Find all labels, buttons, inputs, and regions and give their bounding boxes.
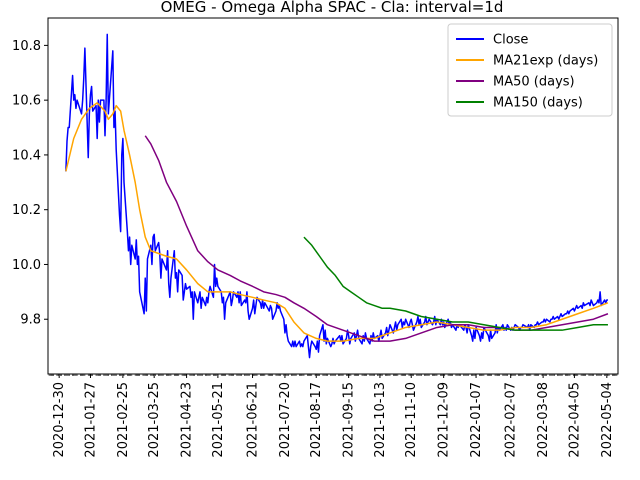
x-tick-label: 2021-06-21 — [246, 382, 261, 458]
plot-area — [65, 33, 609, 359]
y-tick-label: 10.8 — [12, 39, 41, 54]
y-tick-label: 10.6 — [12, 94, 41, 109]
x-tick-label: 2021-05-21 — [211, 382, 226, 458]
legend: Close MA21exp (days) MA50 (days) MA150 (day… — [447, 23, 613, 117]
x-minor-ticks — [48, 374, 618, 376]
series-line-3 — [303, 236, 608, 331]
x-tick-label: 2021-12-09 — [437, 382, 452, 458]
x-tick-label: 2021-09-15 — [342, 382, 357, 458]
y-tick-label: 10.4 — [12, 148, 41, 163]
x-tick-label: 2021-07-20 — [278, 382, 293, 458]
x-tick-label: 2022-05-04 — [600, 382, 615, 458]
x-tick-label: 2022-03-08 — [536, 382, 551, 458]
chart-title: OMEG - Omega Alpha SPAC - Cla: interval=… — [161, 0, 504, 16]
axes: 2020-12-30 2021-01-27 2021-02-25 2021-03-25… — [12, 17, 619, 458]
legend-label-2: MA50 (days) — [493, 75, 575, 90]
x-tick-label: 2021-08-17 — [309, 382, 324, 458]
legend-label-0: Close — [493, 33, 528, 48]
x-tick-label: 2021-10-13 — [373, 382, 388, 458]
x-tick-label: 2021-03-25 — [147, 382, 162, 458]
y-tick-label: 10.2 — [12, 203, 41, 218]
y-tick-label: 9.8 — [20, 313, 41, 328]
y-tick-label: 10.0 — [12, 258, 41, 273]
x-tick-label: 2022-04-05 — [567, 382, 582, 458]
x-tick-label: 2021-11-10 — [404, 382, 419, 458]
x-tick-label: 2021-04-23 — [180, 382, 195, 458]
x-tick-label: 2022-02-07 — [504, 382, 519, 458]
x-tick-label: 2022-01-07 — [469, 382, 484, 458]
series-layer — [65, 33, 609, 359]
x-tick-label: 2021-01-27 — [83, 382, 98, 458]
series-line-1 — [65, 102, 609, 342]
x-tick-label: 2020-12-30 — [52, 382, 67, 458]
x-tick-label: 2021-02-25 — [116, 382, 131, 458]
legend-label-1: MA21exp (days) — [493, 54, 598, 69]
legend-label-3: MA150 (days) — [493, 96, 583, 111]
legend-box — [447, 23, 613, 117]
